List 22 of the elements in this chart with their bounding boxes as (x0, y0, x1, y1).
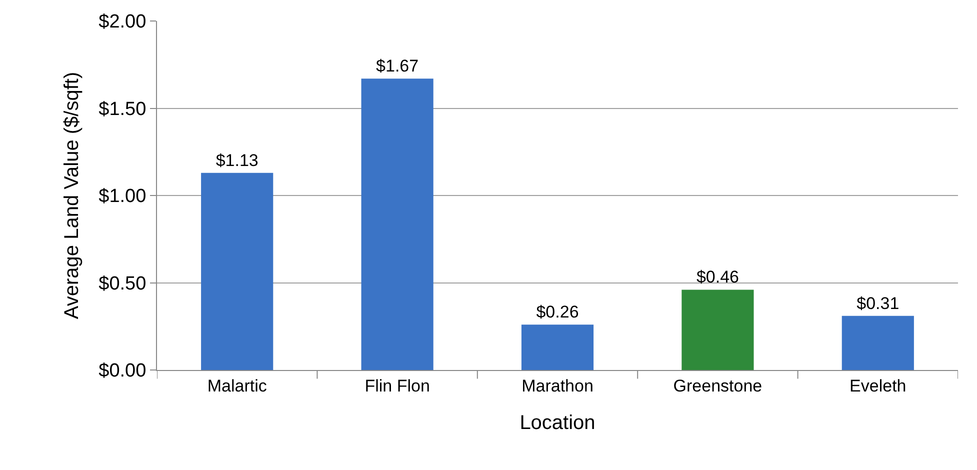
bar (521, 324, 594, 370)
x-tick-label: Marathon (522, 376, 594, 396)
y-tick-label: $2.00 (98, 12, 146, 33)
data-label: $0.46 (696, 268, 739, 287)
y-tick-label: $0.50 (98, 273, 146, 294)
bar (361, 78, 434, 370)
y-axis-title: Average Land Value ($/sqft) (61, 72, 84, 320)
y-tick-label: $1.00 (98, 186, 146, 208)
x-tick-label: Malartic (207, 376, 268, 396)
data-label: $0.31 (856, 294, 900, 313)
bar (842, 316, 914, 370)
data-label: $0.26 (536, 302, 579, 322)
x-axis-title: Location (520, 412, 596, 434)
x-tick-label: Eveleth (850, 376, 906, 396)
bar (201, 172, 274, 370)
y-tick-label: $1.50 (98, 98, 146, 120)
y-tick-label: $0.00 (98, 360, 146, 382)
x-tick-label: Greenstone (673, 376, 762, 396)
x-tick-label: Flin Flon (364, 376, 430, 396)
data-label: $1.13 (216, 150, 258, 170)
data-label: $1.67 (376, 56, 419, 76)
bar (682, 290, 754, 370)
